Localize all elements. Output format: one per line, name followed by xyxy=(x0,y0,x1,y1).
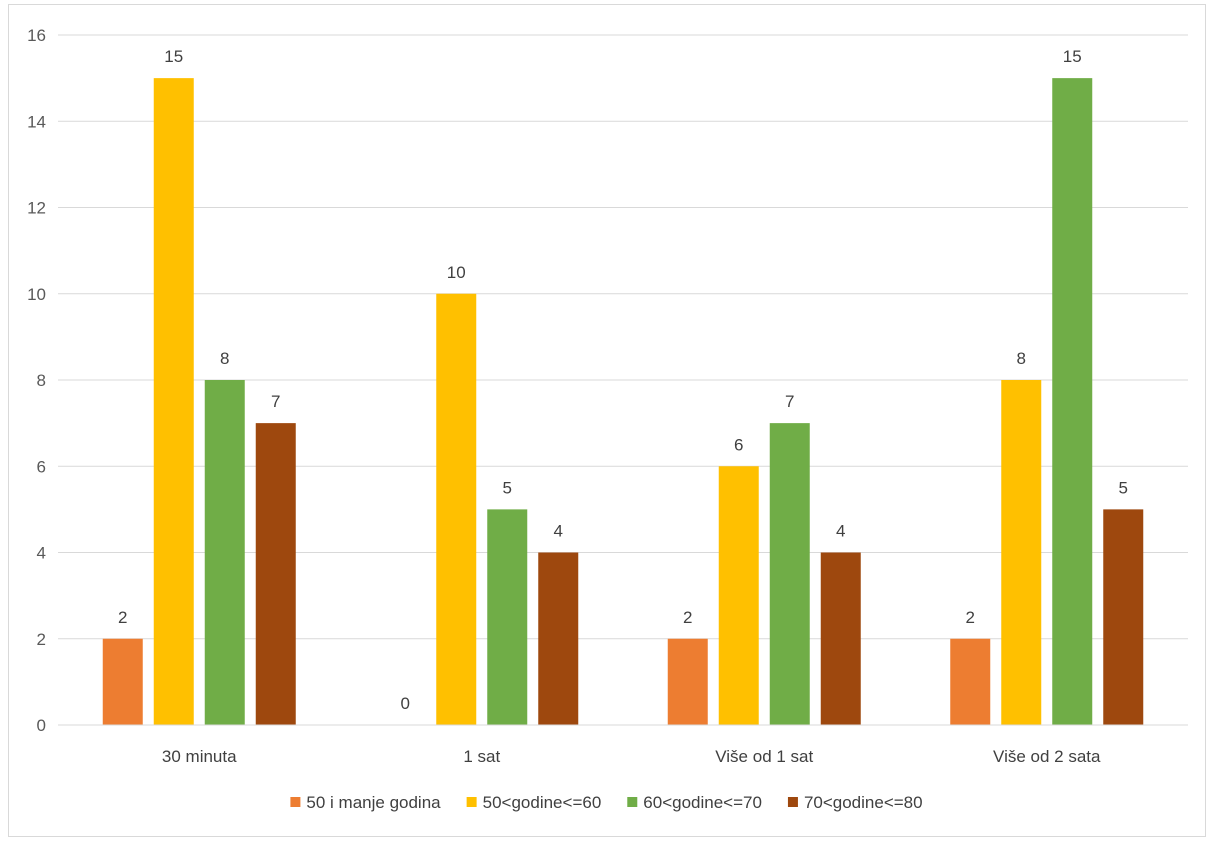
data-label: 0 xyxy=(401,694,410,713)
data-label: 8 xyxy=(1017,349,1026,368)
data-label: 8 xyxy=(220,349,229,368)
bar xyxy=(102,638,143,725)
legend-swatch xyxy=(627,797,638,807)
legend-item: 60<godine<=70 xyxy=(627,793,762,812)
y-tick-label: 16 xyxy=(27,26,46,45)
bar xyxy=(1103,509,1144,725)
data-label: 15 xyxy=(164,47,183,66)
legend-swatch xyxy=(290,797,301,807)
y-tick-label: 0 xyxy=(37,716,46,735)
data-label: 4 xyxy=(836,522,845,541)
data-label: 5 xyxy=(1119,478,1128,497)
legend: 50 i manje godina 50<godine<=60 60<godine<… xyxy=(290,793,923,812)
bar xyxy=(769,423,810,725)
bar xyxy=(1052,78,1093,725)
bars: 2 15 8 7 0 10 5 4 2 6 7 4 2 8 15 5 xyxy=(102,47,1144,725)
data-label: 10 xyxy=(447,263,466,282)
x-category-label: Više od 1 sat xyxy=(715,747,813,766)
y-tick-label: 2 xyxy=(37,630,46,649)
y-tick-label: 8 xyxy=(37,371,46,390)
bar xyxy=(1001,380,1042,725)
y-tick-label: 4 xyxy=(37,544,46,563)
legend-label: 50<godine<=60 xyxy=(483,793,602,812)
y-tick-label: 6 xyxy=(37,457,46,476)
bar xyxy=(153,78,194,725)
legend-label: 60<godine<=70 xyxy=(643,793,762,812)
bar xyxy=(487,509,528,725)
legend-swatch xyxy=(787,797,798,807)
y-tick-label: 10 xyxy=(27,285,46,304)
y-tick-label: 12 xyxy=(27,199,46,218)
bar xyxy=(718,466,759,725)
legend-item: 70<godine<=80 xyxy=(787,793,923,812)
x-category-label: 1 sat xyxy=(463,747,500,766)
bar xyxy=(255,423,296,725)
x-category-label: Više od 2 sata xyxy=(993,747,1101,766)
data-label: 7 xyxy=(785,392,794,411)
data-label: 2 xyxy=(966,608,975,627)
data-label: 2 xyxy=(683,608,692,627)
bar xyxy=(538,552,579,725)
data-label: 5 xyxy=(503,478,512,497)
bar xyxy=(667,638,708,725)
data-label: 7 xyxy=(271,392,280,411)
bar xyxy=(950,638,991,725)
x-axis: 30 minuta 1 sat Više od 1 sat Više od 2 sat… xyxy=(58,724,1188,766)
bar xyxy=(436,293,477,725)
legend-label: 70<godine<=80 xyxy=(804,793,923,812)
legend-item: 50 i manje godina xyxy=(290,793,441,812)
data-label: 2 xyxy=(118,608,127,627)
bar xyxy=(204,380,245,725)
bar xyxy=(820,552,861,725)
legend-item: 50<godine<=60 xyxy=(466,793,602,812)
y-tick-label: 14 xyxy=(27,112,46,131)
legend-label: 50 i manje godina xyxy=(306,793,441,812)
data-label: 4 xyxy=(554,522,563,541)
x-category-label: 30 minuta xyxy=(162,747,237,766)
y-axis: 0 2 4 6 8 10 12 14 16 xyxy=(27,26,46,735)
data-label: 6 xyxy=(734,435,743,454)
legend-swatch xyxy=(466,797,477,807)
data-label: 15 xyxy=(1063,47,1082,66)
